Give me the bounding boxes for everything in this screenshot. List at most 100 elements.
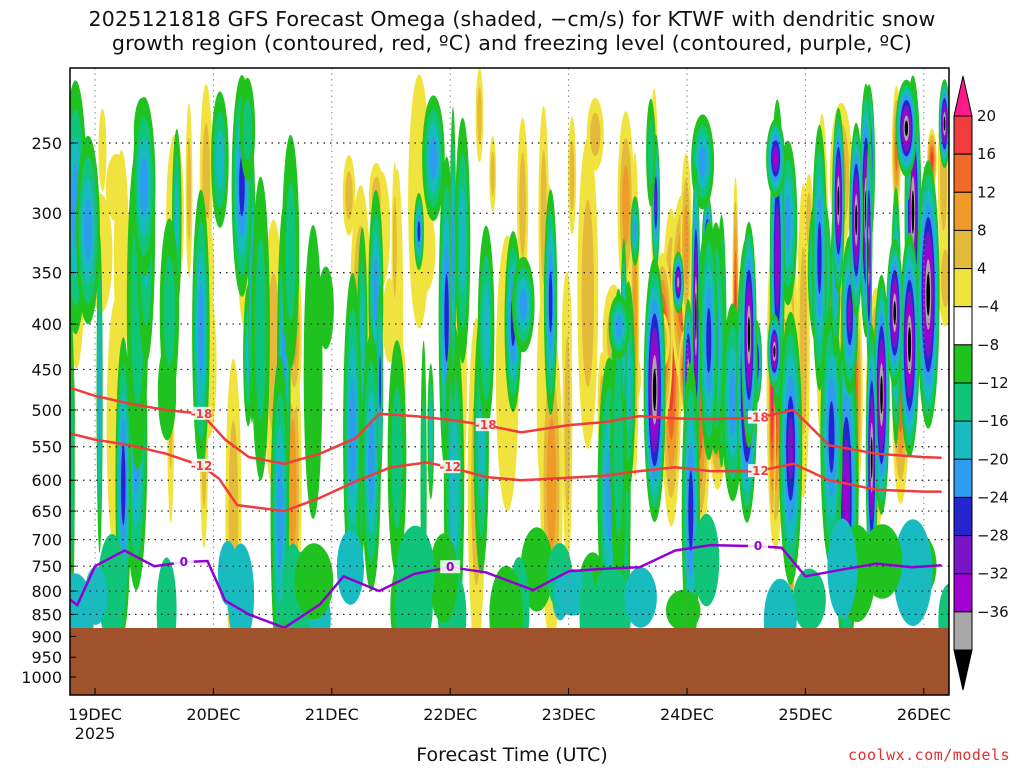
credit-text: coolwx.com/models [847,746,1010,764]
omega-shade-negative [907,327,912,363]
omega-shade-negative [652,369,657,411]
omega-shade-negative [855,204,858,236]
omega-shade-positive [345,171,353,220]
y-tick-label: 350 [31,264,62,283]
omega-shading [70,68,949,675]
contour-label-bg [191,406,212,420]
omega-shade-negative [84,198,92,262]
contour-label: -18 [475,418,497,432]
omega-shade-negative [429,402,433,461]
omega-shade-positive [683,205,689,284]
omega-shade-negative [870,436,873,479]
omega-shade-positive [930,151,934,169]
omega-shade-negative [255,237,267,420]
omega-shade-positive [392,196,397,298]
plot-frame [69,67,950,696]
x-axis: 19DEC 20DEC 21DEC 22DEC 23DEC 24DEC 25DEC 26DEC… [68,688,951,743]
omega-shade-positive [288,419,297,550]
omega-shade-negative [429,137,438,180]
omega-shade-negative [276,462,283,569]
omega-shade-negative [943,116,946,131]
y-tick-label: 550 [31,438,62,457]
omega-shade-negative [868,237,870,274]
colorbar-tick-label: −28 [977,527,1009,545]
y-axis: 250 300 350 400 450 500 550 600 650 700 750 800 850 9… [21,134,76,687]
omega-shade-negative [444,273,449,362]
omega-shade-negative [911,190,915,234]
y-tick-label: 500 [31,401,62,420]
omega-shade-negative [459,188,466,294]
contour-label: 0 [446,560,454,574]
omega-shade-negative [70,379,74,562]
omega-shade-negative [349,380,356,489]
omega-shade-negative [451,204,455,303]
colorbar-swatch [953,229,973,270]
omega-shade-negative [336,530,364,605]
omega-shade-negative [613,350,624,537]
omega-shade-negative [698,146,707,178]
omega-shade-negative [893,301,896,325]
omega-shade-negative [625,341,632,432]
x-tick-label: 19DEC [68,705,122,724]
omega-shade-negative [773,150,778,167]
x-tick-label: 24DEC [660,705,714,724]
omega-shade-negative [893,519,933,626]
omega-shade-negative [695,292,697,341]
x-tick-label: 21DEC [305,705,359,724]
omega-shade-positive [581,199,594,387]
omega-shade-negative [391,387,403,530]
colorbar-swatch [953,191,973,231]
colorbar-swatch [953,268,973,308]
y-tick-label: 650 [31,502,62,521]
omega-shade-positive [477,87,482,144]
contour-label: 0 [180,555,188,569]
colorbar-tick-label: 4 [977,260,987,278]
contour-label-bg [748,410,769,424]
omega-shade-negative [218,540,238,606]
terrain-mask [70,628,949,695]
omega-shade-negative [926,273,930,316]
contour-label-bg [440,460,461,474]
omega-shade-negative [904,120,909,136]
omega-shade-negative [548,271,553,333]
x-axis-label: Forecast Time (UTC) [416,744,608,766]
contour-label: 0 [754,539,762,553]
omega-shade-negative [859,547,885,589]
x-tick-label: 22DEC [423,705,477,724]
colorbar-swatch [953,649,973,691]
omega-shade-positive [546,416,557,553]
omega-shade-negative [373,256,379,323]
omega-shade-positive [187,137,191,242]
omega-shade-positive [490,151,495,197]
colorbar-swatch [953,344,973,384]
omega-shade-negative [837,186,840,216]
omega-shade-negative [379,355,381,410]
contour-label-bg [440,560,461,574]
x-tick-year: 2025 [75,724,116,743]
omega-shade-negative [784,195,792,251]
contour-label: -12 [191,459,213,473]
colorbar-tick-label: −12 [977,374,1009,392]
omega-shade-negative [449,418,459,560]
colorbar-tick-label: −20 [977,450,1009,468]
y-tick-label: 700 [31,531,62,550]
omega-shade-negative [693,513,720,607]
omega-shade-negative [198,283,204,378]
colorbar-tick-label: 12 [977,183,996,201]
y-tick-label: 950 [31,648,62,667]
y-tick-label: 300 [31,204,62,223]
omega-shade-negative [317,266,334,350]
colorbar-tick-label: −16 [977,412,1009,430]
omega-shade-negative [360,293,365,394]
omega-shade-negative [121,444,126,526]
omega-shade-negative [624,567,657,628]
omega-shade-positive [569,140,575,212]
chart-title: 2025121818 GFS Forecast Omega (shaded, −… [88,7,936,31]
colorbar-tick-label: −32 [977,565,1009,583]
y-tick-label: 250 [31,134,62,153]
omega-shade-negative [787,416,794,480]
omega-shade-negative [396,525,435,619]
omega-shade-negative [368,418,375,506]
omega-shade-negative [285,181,296,322]
omega-shade-negative [429,533,458,623]
